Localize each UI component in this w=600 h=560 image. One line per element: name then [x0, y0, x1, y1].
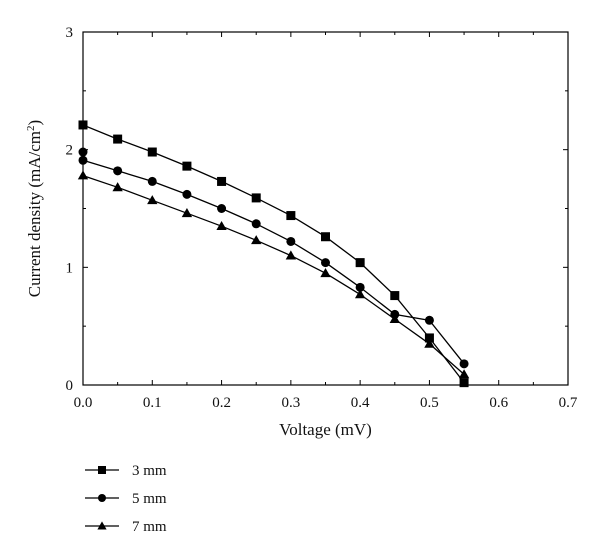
circle-marker — [424, 315, 434, 325]
square-marker — [459, 378, 469, 388]
legend-item: 7 mm — [85, 519, 167, 535]
triangle-marker — [251, 235, 262, 245]
triangle-marker — [458, 369, 470, 379]
triangle-marker — [424, 338, 435, 348]
y-axis-title: Current density (mA/cm2) — [25, 120, 44, 297]
triangle-marker — [389, 313, 400, 323]
y-axis-title-suffix: ) — [25, 120, 44, 126]
square-marker — [113, 134, 123, 144]
series-circle — [78, 147, 469, 369]
square-marker — [251, 193, 261, 203]
legend: 3 mm 5 mm 7 mm — [85, 463, 167, 535]
triangle-marker — [147, 195, 158, 205]
circle-marker — [78, 155, 88, 165]
circle-marker — [147, 176, 157, 186]
circle-marker — [98, 494, 106, 502]
square-marker — [321, 232, 330, 242]
plot-frame — [82, 31, 569, 386]
square-marker — [424, 333, 434, 343]
circle-marker — [459, 359, 469, 369]
square-marker — [355, 258, 365, 268]
y-axis-title-superscript: 2 — [25, 125, 37, 131]
y-tick-label: 3 — [66, 25, 74, 41]
x-axis-title: Voltage (mV) — [279, 420, 372, 439]
x-axis: 0.0 0.1 0.2 0.3 0.4 0.5 0.6 0.7 — [74, 32, 578, 411]
y-axis: 0 1 2 3 — [66, 25, 568, 394]
legend-label: 3 mm — [132, 463, 167, 479]
square-marker — [217, 176, 227, 186]
y-tick-label: 2 — [66, 143, 74, 159]
x-tick-label: 0.3 — [281, 395, 300, 411]
legend-item: 3 mm — [85, 463, 167, 479]
legend-label: 5 mm — [132, 491, 167, 507]
plot-border — [82, 31, 569, 386]
triangle-marker — [97, 521, 107, 530]
series-line — [82, 174, 465, 375]
circle-marker — [182, 189, 192, 199]
triangle-marker — [354, 289, 366, 299]
series-line — [82, 152, 465, 365]
legend-item: 5 mm — [85, 491, 167, 507]
circle-marker — [355, 282, 365, 292]
x-tick-label: 0.0 — [74, 395, 93, 411]
series-square — [78, 120, 469, 388]
square-marker — [390, 291, 400, 301]
triangle-marker — [77, 170, 89, 180]
x-tick-label: 0.6 — [489, 395, 508, 411]
y-axis-title-text: Current density (mA/cm — [25, 131, 44, 297]
triangle-marker — [320, 268, 331, 278]
square-marker — [286, 211, 296, 221]
x-tick-label: 0.7 — [559, 395, 578, 411]
triangle-marker — [181, 208, 193, 218]
circle-marker — [217, 204, 227, 213]
square-marker — [98, 466, 106, 474]
triangle-marker — [112, 182, 123, 192]
legend-label: 7 mm — [132, 519, 167, 535]
square-marker — [147, 147, 157, 157]
square-marker — [182, 161, 192, 171]
circle-marker — [251, 219, 261, 229]
series-line — [82, 124, 465, 383]
x-tick-label: 0.1 — [143, 395, 162, 411]
x-tick-label: 0.2 — [212, 395, 231, 411]
circle-marker — [78, 147, 88, 157]
x-tick-label: 0.4 — [351, 395, 370, 411]
series-triangle — [77, 170, 470, 379]
triangle-marker — [285, 250, 297, 260]
series-layer — [77, 120, 470, 388]
circle-marker — [113, 166, 123, 176]
triangle-marker — [216, 220, 227, 231]
square-marker — [78, 120, 88, 130]
y-tick-label: 0 — [66, 378, 74, 394]
y-tick-label: 1 — [66, 260, 74, 276]
circle-marker — [286, 236, 296, 246]
circle-marker — [321, 258, 330, 268]
x-tick-label: 0.5 — [420, 395, 439, 411]
